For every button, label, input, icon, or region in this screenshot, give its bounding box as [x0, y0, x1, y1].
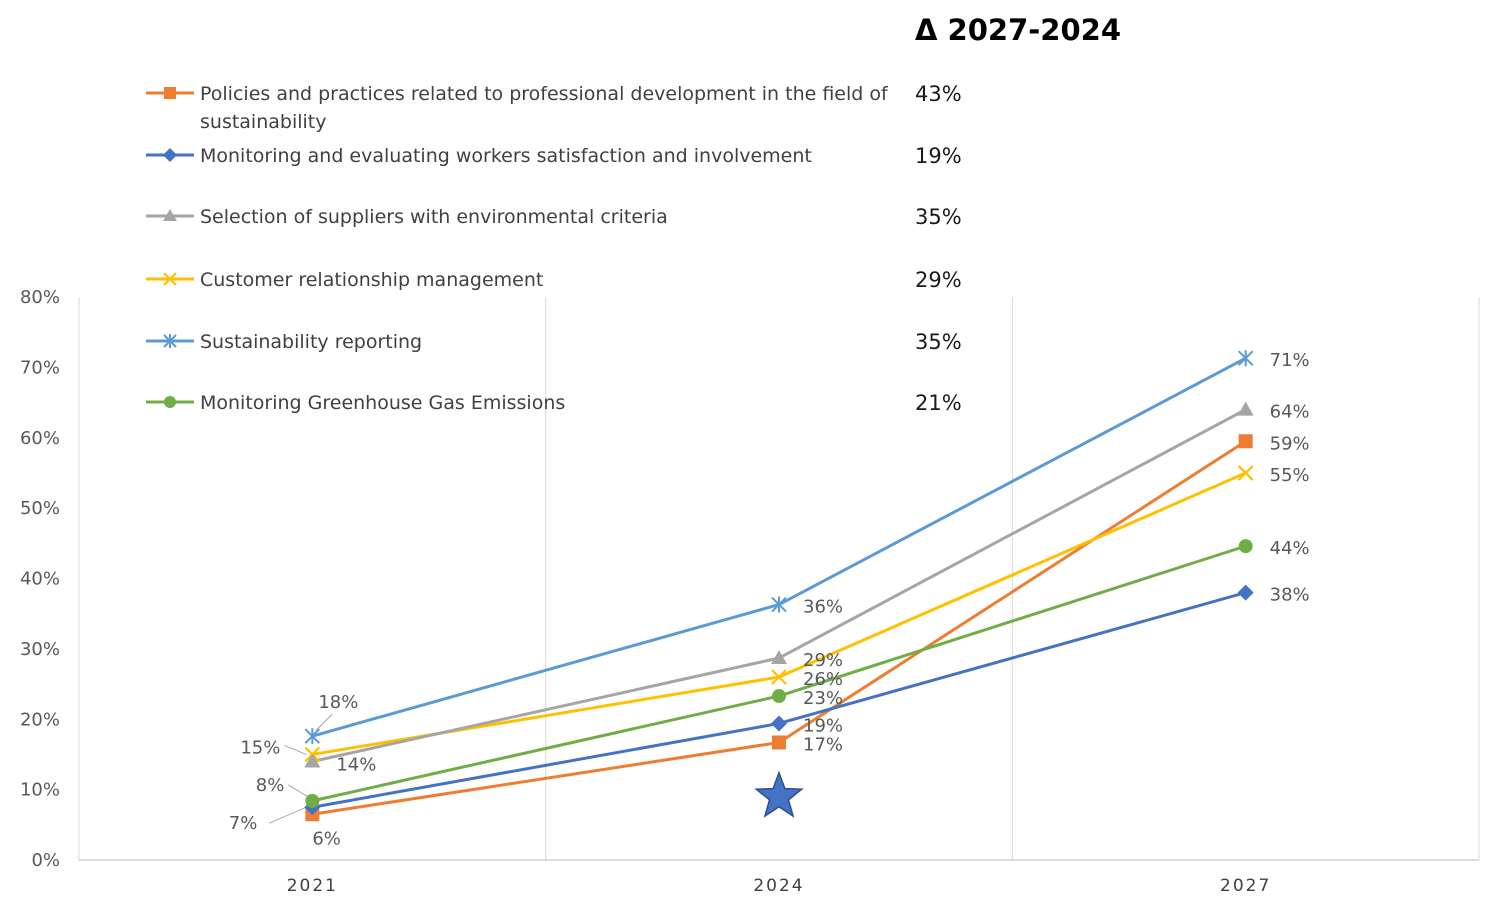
data-label: 14% [336, 754, 376, 775]
y-tick-label: 80% [20, 287, 60, 308]
label-leader [288, 784, 309, 798]
y-tick-label: 50% [20, 498, 60, 519]
series-point [1237, 584, 1254, 601]
series-line [312, 440, 1247, 816]
data-label: 8% [256, 775, 285, 796]
legend-item: Customer relationship management [146, 269, 543, 291]
data-label: 19% [803, 715, 843, 736]
legend-item: Sustainability reporting [146, 331, 422, 353]
label-leader [269, 806, 307, 824]
series-point [1237, 465, 1254, 481]
series-line [312, 408, 1247, 763]
legend-item: Monitoring Greenhouse Gas Emissions [146, 392, 565, 414]
series-point [772, 735, 786, 750]
y-tick-label: 0% [31, 850, 60, 871]
delta-value: 35% [915, 330, 962, 354]
data-label: 59% [1270, 433, 1310, 454]
series-point [1237, 350, 1254, 367]
delta-value: 35% [915, 205, 962, 229]
delta-column: Δ 2027-2024 43% 19% 35% 29% 35% 21% [915, 13, 1121, 415]
delta-value: 21% [915, 391, 962, 415]
star-icon [754, 770, 804, 818]
data-label: 6% [312, 828, 341, 849]
legend-marker [163, 148, 177, 162]
data-label: 26% [803, 669, 843, 690]
legend-label: Monitoring and evaluating workers satisf… [200, 145, 812, 167]
data-label: 7% [229, 813, 258, 834]
series-point [305, 793, 320, 808]
series-point [772, 689, 786, 704]
legend-marker [163, 272, 177, 286]
data-label: 55% [1270, 465, 1310, 486]
data-label: 17% [803, 734, 843, 755]
series-point [1237, 401, 1254, 416]
legend: Policies and practices related to profes… [146, 83, 889, 414]
delta-value: 19% [915, 144, 962, 168]
data-label: 38% [1270, 585, 1310, 606]
series-point [771, 715, 787, 732]
delta-header: Δ 2027-2024 [915, 13, 1121, 47]
legend-marker [163, 334, 177, 348]
legend-label: Sustainability reporting [200, 331, 422, 353]
grid [78, 297, 1480, 861]
series-point [304, 728, 321, 745]
legend-marker [164, 396, 176, 408]
series-line [311, 356, 1247, 738]
series-point [1238, 539, 1253, 554]
series-markers [304, 350, 1254, 822]
y-tick-label: 70% [20, 357, 60, 378]
legend-item: Monitoring and evaluating workers satisf… [146, 145, 812, 167]
y-tick-label: 20% [20, 709, 60, 730]
legend-marker [164, 87, 176, 99]
legend-item: Selection of suppliers with environmenta… [146, 206, 668, 228]
label-leader-lines [269, 713, 333, 824]
data-label: 64% [1270, 402, 1310, 423]
label-leader [284, 744, 307, 755]
legend-marker [163, 209, 177, 221]
data-label: 44% [1270, 538, 1310, 559]
delta-value: 29% [915, 268, 962, 292]
data-labels: 6% 17% 59% 7% 19% 38% 14% 29% 64% 15% 26% 55% 18% 36%… [229, 350, 1310, 849]
legend-label: Policies and practices related to profes… [200, 83, 889, 133]
y-tick-label: 60% [20, 428, 60, 449]
y-tick-label: 40% [20, 569, 60, 590]
star-annotation [754, 770, 804, 818]
series-line [312, 544, 1247, 803]
data-label: 71% [1270, 350, 1310, 371]
data-label: 18% [318, 692, 358, 713]
series-point [771, 669, 787, 685]
legend-item: Policies and practices related to profes… [146, 83, 889, 133]
x-tick-label: 2024 [753, 876, 804, 896]
x-tick-label: 2021 [287, 876, 338, 896]
data-label: 36% [803, 597, 843, 618]
data-label: 23% [803, 688, 843, 709]
y-axis: 0% 10% 20% 30% 40% 50% 60% 70% 80% [20, 287, 60, 871]
legend-label: Monitoring Greenhouse Gas Emissions [200, 392, 565, 414]
data-label: 29% [803, 650, 843, 671]
legend-label: Customer relationship management [200, 269, 543, 291]
data-label: 15% [240, 737, 280, 758]
delta-value: 43% [915, 82, 962, 106]
x-axis: 2021 2024 2027 [287, 876, 1271, 896]
legend-label: Selection of suppliers with environmenta… [200, 206, 668, 228]
series-point [1238, 434, 1253, 449]
series-point [304, 753, 321, 768]
series-line [312, 471, 1247, 756]
series-point [771, 650, 787, 665]
series-point [771, 596, 787, 613]
label-leader [315, 713, 333, 731]
x-tick-label: 2027 [1220, 876, 1271, 896]
y-tick-label: 10% [20, 780, 60, 801]
y-tick-label: 30% [20, 639, 60, 660]
